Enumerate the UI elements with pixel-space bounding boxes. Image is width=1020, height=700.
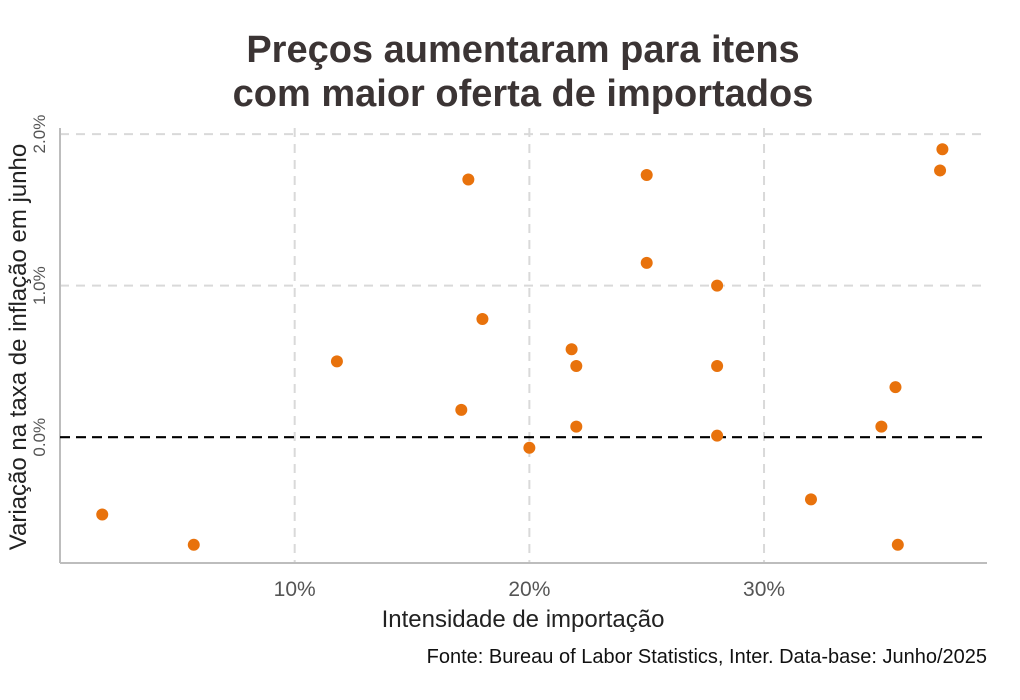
data-point (330, 355, 343, 368)
data-point (455, 403, 468, 416)
data-point (523, 441, 536, 454)
data-point (804, 493, 817, 506)
y-tick-label: 1.0% (30, 266, 49, 305)
y-tick-label: 2.0% (30, 115, 49, 154)
data-points (96, 143, 949, 551)
tick-labels: 10% 20% 30% 0.0% 1.0% 2.0% (30, 115, 785, 601)
chart-title-line-2: com maior oferta de importados (233, 73, 814, 115)
data-point (640, 168, 653, 181)
data-point (711, 359, 724, 372)
data-point (570, 420, 583, 433)
data-point (889, 381, 902, 394)
y-tick-label: 0.0% (30, 418, 49, 457)
grid (60, 128, 987, 563)
data-point (934, 164, 947, 177)
x-axis-title: Intensidade de importação (382, 606, 665, 633)
data-point (187, 538, 200, 551)
data-point (711, 279, 724, 292)
axes (59, 128, 987, 564)
data-point (462, 173, 475, 186)
chart-title-line-1: Preços aumentaram para itens (246, 29, 799, 71)
source-caption: Fonte: Bureau of Labor Statistics, Inter… (427, 646, 987, 668)
x-tick-label: 20% (508, 578, 550, 601)
data-point (476, 312, 489, 325)
x-tick-label: 10% (274, 578, 316, 601)
x-tick-label: 30% (743, 578, 785, 601)
data-point (891, 538, 904, 551)
data-point (96, 508, 109, 521)
data-point (936, 143, 949, 156)
data-point (640, 256, 653, 269)
data-point (570, 359, 583, 372)
y-axis-title: Variação na taxa de inflação em junho (5, 144, 32, 551)
data-point (565, 343, 578, 356)
data-point (711, 429, 724, 442)
data-point (875, 420, 888, 433)
